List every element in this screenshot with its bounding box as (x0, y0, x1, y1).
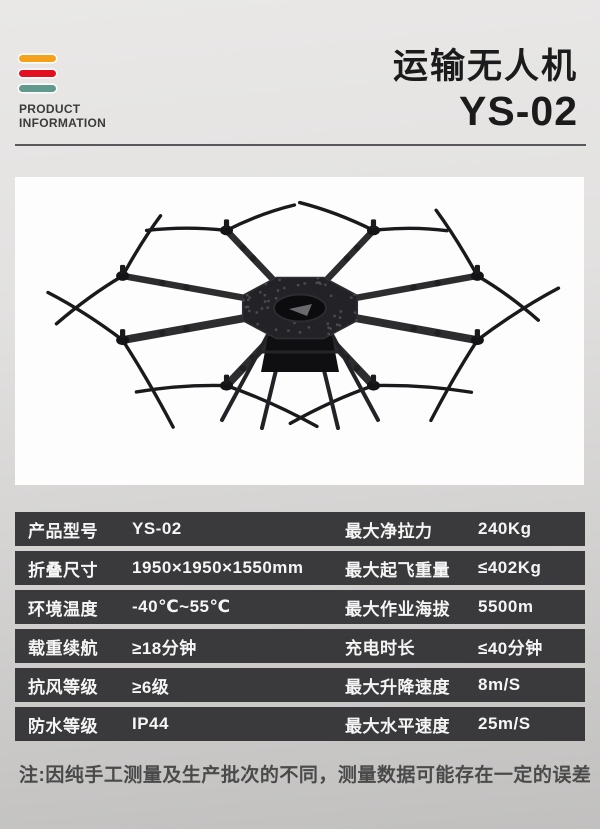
spec-label: 最大水平速度 (345, 716, 450, 736)
brand-logo: PRODUCT INFORMATION (19, 55, 106, 130)
brand-tagline-line2: INFORMATION (19, 116, 107, 130)
spec-label: 防水等级 (28, 716, 98, 736)
spec-row: 环境温度 -40℃~55℃ 最大作业海拔 5500m (15, 590, 585, 624)
spec-label: 最大升降速度 (345, 677, 450, 697)
spec-label: 折叠尺寸 (28, 560, 98, 580)
spec-label: 最大作业海拔 (345, 599, 450, 619)
header-divider (15, 144, 586, 146)
logo-bar-teal-icon (19, 85, 56, 92)
measurement-disclaimer: 注:因纯手工测量及生产批次的不同，测量数据可能存在一定的误差 (19, 765, 592, 786)
drone-image (46, 200, 561, 430)
spec-label: 最大起飞重量 (345, 560, 450, 580)
spec-value: ≤40分钟 (478, 638, 543, 658)
spec-label: 最大净拉力 (345, 521, 433, 541)
spec-label: 产品型号 (28, 521, 98, 541)
spec-row: 防水等级 IP44 最大水平速度 25m/S (15, 707, 585, 741)
product-title: 运输无人机 (392, 47, 578, 86)
spec-value: -40℃~55℃ (132, 597, 231, 616)
page-title: 运输无人机 YS-02 (393, 46, 578, 134)
spec-label: 抗风等级 (28, 677, 98, 697)
product-image-panel (15, 177, 584, 485)
logo-bar-red-icon (19, 70, 56, 77)
spec-value: ≥6级 (132, 677, 170, 697)
spec-row: 载重续航 ≥18分钟 充电时长 ≤40分钟 (15, 629, 585, 663)
spec-value: 5500m (478, 597, 534, 616)
spec-value: 240Kg (478, 519, 532, 538)
brand-tagline-line1: PRODUCT (19, 102, 81, 116)
spec-value: 8m/S (478, 675, 521, 694)
spec-value: IP44 (132, 714, 169, 733)
logo-bar-orange-icon (19, 55, 56, 62)
spec-row: 产品型号 YS-02 最大净拉力 240Kg (15, 512, 585, 546)
spec-value: ≤402Kg (478, 558, 542, 577)
spec-value: 25m/S (478, 714, 531, 733)
spec-table: 产品型号 YS-02 最大净拉力 240Kg 折叠尺寸 1950×1950×15… (15, 512, 585, 746)
spec-value: 1950×1950×1550mm (132, 558, 304, 577)
spec-label: 载重续航 (28, 638, 98, 658)
spec-value: ≥18分钟 (132, 638, 197, 658)
spec-label: 充电时长 (345, 638, 415, 658)
spec-row: 抗风等级 ≥6级 最大升降速度 8m/S (15, 668, 585, 702)
product-model: YS-02 (459, 88, 578, 134)
spec-value: YS-02 (132, 519, 182, 538)
brand-tagline: PRODUCT INFORMATION (19, 102, 106, 130)
spec-label: 环境温度 (28, 599, 98, 619)
spec-row: 折叠尺寸 1950×1950×1550mm 最大起飞重量 ≤402Kg (15, 551, 585, 585)
